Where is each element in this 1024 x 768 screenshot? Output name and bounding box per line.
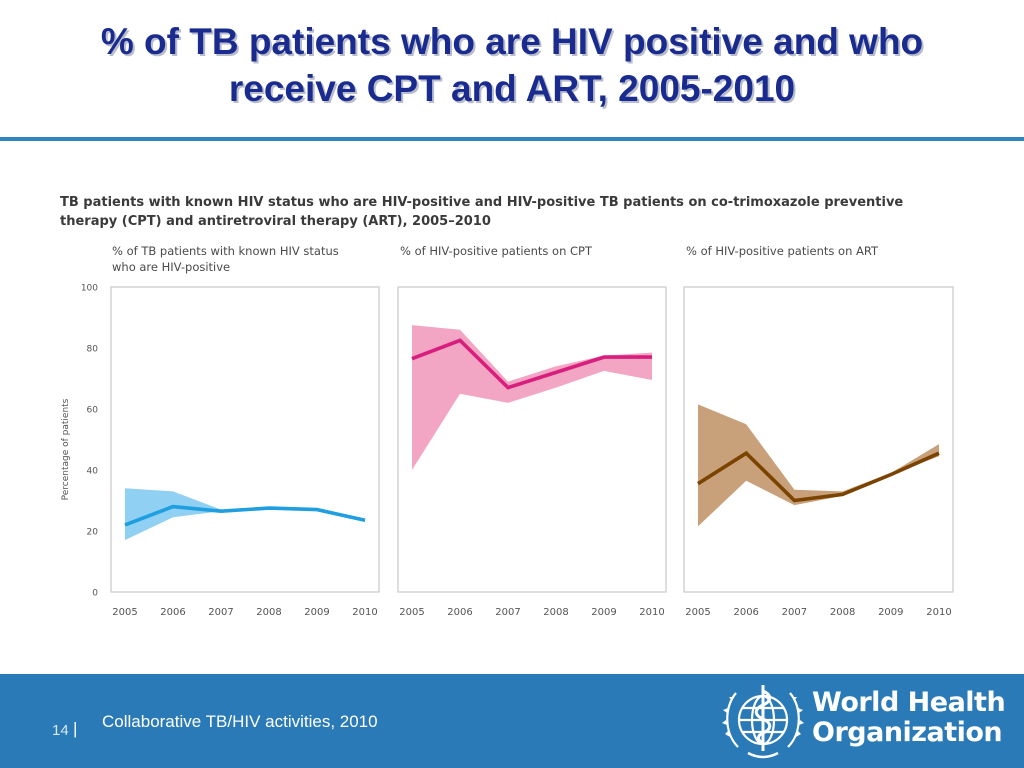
chart-1-x-tick-label: 2009 (304, 607, 329, 618)
title-divider (0, 137, 1024, 141)
chart-area: 2005 2006 2007 2008 2009 2010 0 20 40 60 80 100 Perc… (61, 284, 954, 618)
who-emblem-icon (722, 685, 804, 759)
who-logo-line2: Organization (812, 717, 1003, 748)
chart-1-y-tick-label: 0 (92, 589, 98, 599)
panel-title-cpt-line1: % of HIV-positive patients on CPT (400, 244, 593, 258)
chart-1-y-tick-label: 60 (87, 406, 99, 416)
page-separator: | (73, 719, 78, 738)
chart-3-x-tick-label: 2005 (685, 607, 710, 618)
chart-3-x-tick-label: 2007 (782, 607, 807, 618)
chart-1-x-tick-label: 2006 (160, 607, 185, 618)
slide-title: % of TB patients who are HIV positive an… (0, 18, 1024, 112)
panel-title-hiv-positive-line2: who are HIV-positive (112, 260, 231, 274)
footer-text: Collaborative TB/HIV activities, 2010 (102, 712, 378, 731)
chart-3-x-tick-label: 2006 (733, 607, 758, 618)
panel-title-art-line1: % of HIV-positive patients on ART (686, 244, 879, 258)
chart-1-y-tick-label: 80 (87, 345, 99, 355)
chart-1-series-line (124, 504, 366, 527)
chart-2-x-tick-label: 2010 (639, 607, 664, 618)
who-logo-text: World Health Organization (812, 687, 1006, 748)
chart-3-x-tick-label: 2008 (830, 607, 855, 618)
chart-1-y-tick-label: 40 (87, 467, 99, 477)
figure-caption-line1: TB patients with known HIV status who ar… (60, 195, 904, 210)
page-number: 14 (52, 722, 69, 739)
footer-bar (0, 674, 1024, 768)
panel-title-hiv-positive-line1: % of TB patients with known HIV status (112, 244, 339, 258)
chart-2-series-line (411, 338, 652, 390)
slide-title-line2: receive CPT and ART, 2005-2010 (228, 68, 796, 109)
panel-title-cpt: % of HIV-positive patients on CPT (400, 243, 592, 259)
figure-caption: TB patients with known HIV status who ar… (60, 193, 940, 231)
chart-1-x-tick-label: 2010 (352, 607, 377, 618)
chart-2-x-tick-label: 2005 (399, 607, 424, 618)
chart-2-x-tick-label: 2006 (447, 607, 472, 618)
chart-1-y-tick-label: 100 (81, 284, 98, 294)
who-logo-line1: World Health (812, 687, 1006, 718)
chart-2-x-tick-label: 2008 (543, 607, 568, 618)
chart-1-uncertainty-band (125, 488, 365, 541)
chart-1-x-tick-label: 2008 (256, 607, 281, 618)
chart-1-y-tick-label: 20 (87, 528, 99, 538)
figure-caption-line2: therapy (CPT) and antiretroviral therapy… (60, 214, 491, 229)
chart-3-x-tick-label: 2009 (878, 607, 903, 618)
chart-1-y-axis-label: Percentage of patients (61, 398, 71, 500)
chart-3-uncertainty-band (698, 404, 939, 527)
slide-title-line1: % of TB patients who are HIV positive an… (100, 21, 924, 62)
chart-1-x-tick-label: 2007 (208, 607, 233, 618)
chart-3-x-tick-label: 2010 (926, 607, 951, 618)
chart-2-x-tick-label: 2007 (495, 607, 520, 618)
chart-3-series-line (697, 450, 940, 503)
chart-2-x-tick-label: 2009 (591, 607, 616, 618)
chart-1-frame (110, 286, 380, 593)
panel-title-hiv-positive: % of TB patients with known HIV status w… (112, 243, 339, 275)
panel-title-art: % of HIV-positive patients on ART (686, 243, 878, 259)
chart-1-x-tick-label: 2005 (112, 607, 137, 618)
